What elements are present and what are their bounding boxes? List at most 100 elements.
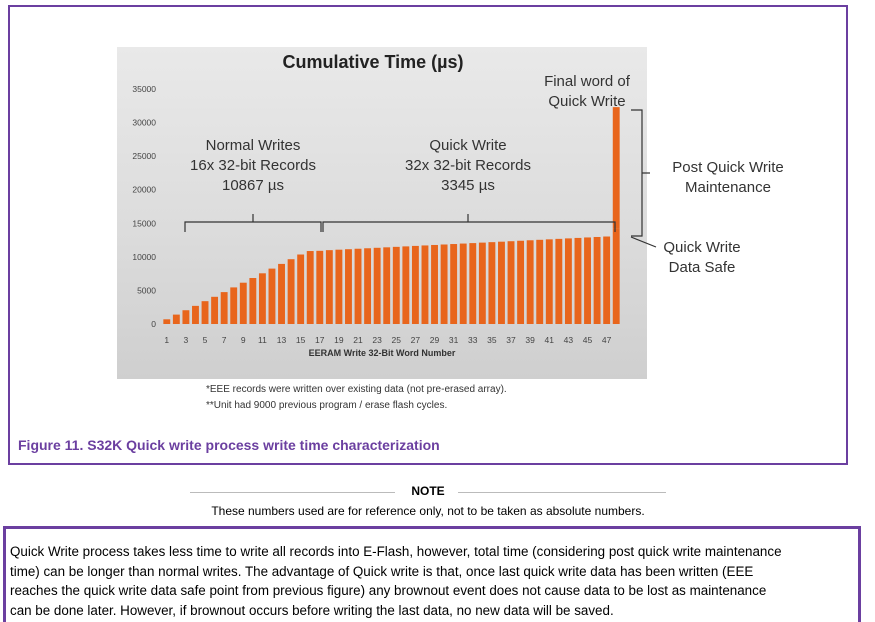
x-tick-label: 19 — [334, 335, 344, 345]
annotation-post-maintenance: Maintenance — [685, 179, 771, 196]
figure-frame: Cumulative Time (µs) EERAM Write 32-Bit … — [8, 5, 848, 465]
annotation-quick-write: 3345 µs — [441, 177, 495, 194]
paragraph-line: Quick Write process takes less time to w… — [10, 544, 782, 559]
x-tick-label: 39 — [525, 335, 535, 345]
chart-bar — [402, 246, 410, 324]
chart-bar — [373, 247, 381, 324]
chart-bar — [211, 296, 219, 324]
chart-bar — [440, 244, 448, 324]
x-tick-label: 35 — [487, 335, 497, 345]
chart-bar — [450, 244, 458, 324]
chart-bar — [517, 240, 525, 324]
bracket-post-maintenance — [631, 109, 650, 237]
chart-bar — [249, 278, 257, 324]
footnote-2: **Unit had 9000 previous program / erase… — [206, 400, 448, 411]
note-divider-right — [458, 492, 666, 493]
chart-bar — [392, 246, 400, 324]
chart-bar — [163, 319, 171, 324]
footnote-1: *EEE records were written over existing … — [206, 384, 507, 395]
y-tick-label: 30000 — [132, 118, 156, 128]
chart-title: Cumulative Time (µs) — [282, 52, 463, 72]
annotation-data-safe: Data Safe — [669, 259, 736, 276]
chart-bar — [258, 273, 266, 324]
chart-bar — [612, 228, 620, 324]
y-tick-label: 10000 — [132, 252, 156, 262]
chart-x-axis-label: EERAM Write 32-Bit Word Number — [309, 348, 456, 358]
chart-bar — [545, 239, 553, 324]
chart-bar — [603, 236, 611, 324]
chart-bar — [507, 241, 515, 324]
chart-bar — [411, 245, 419, 324]
paragraph-line: reaches the quick write data safe point … — [10, 583, 767, 599]
x-tick-label: 23 — [372, 335, 382, 345]
annotation-quick-write: Quick Write — [429, 137, 506, 154]
note-divider-left — [190, 492, 395, 493]
x-tick-label: 33 — [468, 335, 478, 345]
chart-bar — [526, 240, 534, 324]
annotation-normal-writes: Normal Writes — [206, 137, 301, 154]
chart-bar — [354, 248, 362, 324]
chart-bar — [593, 236, 601, 324]
x-tick-label: 43 — [564, 335, 574, 345]
chart-bar — [498, 241, 505, 324]
paragraph-line: time) can be longer than normal writes. … — [10, 563, 754, 579]
chart-bar — [335, 249, 343, 324]
chart-bar — [574, 237, 582, 324]
chart-bar — [278, 263, 285, 324]
chart-bar — [364, 248, 372, 324]
x-tick-label: 13 — [277, 335, 287, 345]
chart-bar — [239, 282, 247, 324]
annotation-final-word: Final word of — [544, 73, 631, 90]
bracket-quick-write — [322, 214, 616, 232]
paragraph-line: can be done later. However, if brownout … — [10, 602, 614, 618]
x-tick-label: 25 — [392, 335, 402, 345]
x-tick-label: 41 — [545, 335, 555, 345]
chart-bar — [172, 314, 180, 324]
chart-bar — [584, 237, 591, 324]
chart-bar — [192, 305, 199, 324]
chart-bar — [431, 244, 438, 324]
y-tick-label: 5000 — [137, 285, 156, 295]
chart-bar — [459, 243, 467, 324]
pointer-data-safe — [630, 236, 657, 248]
chart-bar — [182, 310, 190, 324]
note-text: These numbers used are for reference onl… — [211, 504, 645, 518]
chart-bar — [421, 245, 429, 324]
chart-bar — [230, 287, 238, 324]
chart-bar — [220, 292, 228, 324]
chart-bar — [536, 239, 544, 324]
x-tick-label: 15 — [296, 335, 306, 345]
x-tick-label: 17 — [315, 335, 325, 345]
annotation-quick-write: 32x 32-bit Records — [405, 157, 531, 174]
x-tick-label: 5 — [203, 335, 208, 345]
y-tick-label: 15000 — [132, 218, 156, 228]
x-tick-label: 27 — [411, 335, 421, 345]
cumulative-time-chart: Cumulative Time (µs) EERAM Write 32-Bit … — [132, 52, 783, 358]
x-tick-label: 31 — [449, 335, 459, 345]
chart-bar — [287, 259, 295, 324]
annotation-normal-writes: 10867 µs — [222, 177, 284, 194]
chart-bar — [488, 242, 496, 324]
y-tick-label: 0 — [151, 319, 156, 329]
chart-bar — [325, 250, 333, 324]
note-title: NOTE — [411, 484, 445, 498]
chart-bar — [555, 238, 563, 324]
chart-bar — [345, 249, 352, 324]
chart-bar — [478, 242, 486, 324]
chart-bar — [383, 247, 391, 324]
chart-bar — [316, 250, 324, 324]
annotation-normal-writes: 16x 32-bit Records — [190, 157, 316, 174]
chart-bar — [201, 301, 209, 324]
x-tick-label: 29 — [430, 335, 440, 345]
annotation-final-word: Quick Write — [548, 93, 625, 110]
chart-bar — [268, 268, 276, 324]
x-tick-label: 45 — [583, 335, 593, 345]
y-tick-label: 35000 — [132, 84, 156, 94]
y-tick-label: 20000 — [132, 185, 156, 195]
x-tick-label: 11 — [258, 335, 267, 345]
chart-bar — [306, 251, 314, 324]
chart-bar — [297, 254, 305, 324]
chart-bar — [469, 243, 477, 324]
x-tick-label: 9 — [241, 335, 246, 345]
chart-bar — [564, 238, 572, 324]
